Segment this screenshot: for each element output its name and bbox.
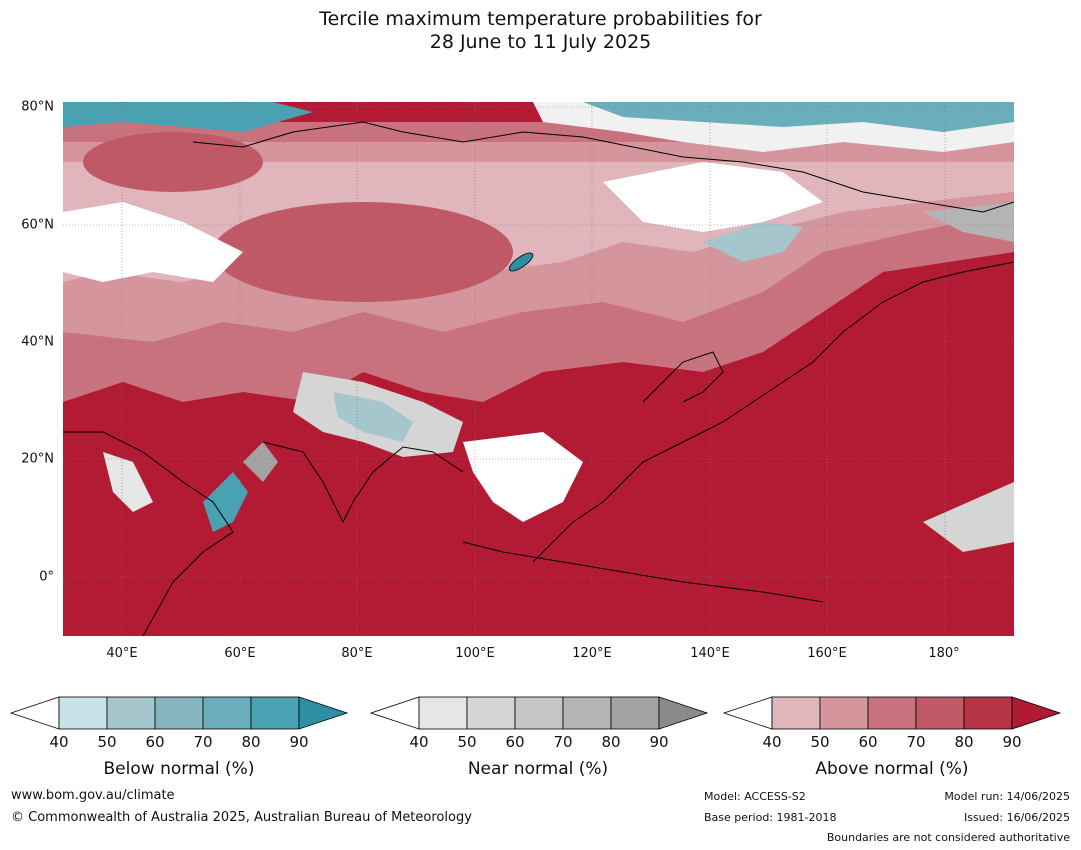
map-title: Tercile maximum temperature probabilitie… [0, 8, 1081, 54]
colorbar-below-max-arrow [298, 696, 349, 730]
near-colorbar-segment [466, 696, 516, 730]
colorbar-above-max-arrow [1011, 696, 1062, 730]
near-normal-label: Near normal (%) [467, 759, 609, 779]
below-tick-60: 60 [145, 733, 165, 751]
lat-label-20n: 20°N [21, 451, 54, 467]
copyright-text: © Commonwealth of Australia 2025, Austra… [11, 810, 472, 825]
colorbar-below-svg [9, 696, 349, 730]
colorbar-below-min-arrow [9, 696, 60, 730]
above-tick-70: 70 [906, 733, 926, 751]
west-siberia-white-zone [63, 202, 243, 282]
near-tick-50: 50 [457, 733, 477, 751]
issued-text: Issued: 16/06/2025 [963, 811, 1070, 824]
below-colorbar-segment [58, 696, 108, 730]
lon-label-80e: 80°E [341, 646, 373, 661]
above-colorbar-segment [963, 696, 1013, 730]
okhotsk-below-normal [703, 222, 803, 262]
bering-near-normal [923, 202, 1014, 242]
website-link[interactable]: www.bom.gov.au/climate [11, 788, 175, 803]
lon-label-140e: 140°E [690, 646, 730, 661]
near-colorbar-segment [562, 696, 612, 730]
coastlines [63, 121, 1014, 636]
disclaimer-text: Boundaries are not considered authoritat… [826, 831, 1070, 844]
colorbar-below-segments [58, 696, 300, 730]
near-tick-40: 40 [409, 733, 429, 751]
lat-label-0: 0° [39, 569, 54, 585]
colorbar-near-max-arrow [658, 696, 709, 730]
lat-label-60n: 60°N [21, 217, 54, 233]
arctic-below-normal [63, 102, 313, 132]
below-tick-50: 50 [97, 733, 117, 751]
lat-label-40n: 40°N [21, 334, 54, 350]
colorbar-near-normal [369, 696, 709, 730]
lon-label-100e: 100°E [455, 646, 495, 661]
above-tick-80: 80 [954, 733, 974, 751]
model-run-text: Model run: 14/06/2025 [944, 790, 1070, 803]
colorbar-above-normal [722, 696, 1062, 730]
colorbar-below-normal [9, 696, 349, 730]
above-tick-90: 90 [1002, 733, 1022, 751]
near-colorbar-segment [610, 696, 660, 730]
arctic-below-normal-east [583, 102, 1014, 132]
indochina-white-zone [463, 432, 583, 522]
near-tick-60: 60 [505, 733, 525, 751]
near-tick-90: 90 [649, 733, 669, 751]
lon-label-60e: 60°E [224, 646, 256, 661]
below-tick-40: 40 [49, 733, 69, 751]
above-tick-60: 60 [858, 733, 878, 751]
colorbar-near-min-arrow [369, 696, 420, 730]
colorbar-near-svg [369, 696, 709, 730]
colorbar-above-segments [771, 696, 1013, 730]
lake-baikal [508, 252, 534, 272]
below-colorbar-segment [250, 696, 300, 730]
arabian-sea-below-normal [203, 472, 248, 532]
arabian-sea-near-normal [243, 442, 278, 482]
model-text: Model: ACCESS-S2 [704, 790, 806, 803]
below-normal-label: Below normal (%) [103, 759, 255, 779]
above-tick-40: 40 [762, 733, 782, 751]
above-normal-label: Above normal (%) [815, 759, 969, 779]
above-colorbar-segment [771, 696, 821, 730]
above-tick-50: 50 [810, 733, 830, 751]
colorbar-above-svg [722, 696, 1062, 730]
colorbar-above-min-arrow [722, 696, 773, 730]
lon-label-180: 180° [928, 646, 960, 661]
below-tick-70: 70 [193, 733, 213, 751]
near-tick-70: 70 [553, 733, 573, 751]
lon-label-120e: 120°E [572, 646, 612, 661]
tibet-below-normal [333, 392, 413, 442]
near-tick-80: 80 [601, 733, 621, 751]
east-siberia-white-zone [603, 162, 823, 232]
below-tick-90: 90 [289, 733, 309, 751]
above-colorbar-segment [867, 696, 917, 730]
near-colorbar-segment [514, 696, 564, 730]
below-colorbar-segment [202, 696, 252, 730]
base-period-text: Base period: 1981-2018 [704, 811, 837, 824]
lat-label-80n: 80°N [21, 99, 54, 115]
title-line-2: 28 June to 11 July 2025 [429, 31, 652, 53]
above-colorbar-segment [819, 696, 869, 730]
title-line-1: Tercile maximum temperature probabilitie… [319, 8, 762, 30]
colorbar-near-segments [418, 696, 660, 730]
scandinavia-warm-patch [83, 132, 263, 192]
lon-label-40e: 40°E [106, 646, 138, 661]
above-colorbar-segment [915, 696, 965, 730]
below-colorbar-segment [106, 696, 156, 730]
map-canvas [63, 102, 1014, 636]
lon-label-160e: 160°E [807, 646, 847, 661]
below-colorbar-segment [154, 696, 204, 730]
red-sea-light-zone [103, 452, 153, 512]
near-colorbar-segment [418, 696, 468, 730]
below-tick-80: 80 [241, 733, 261, 751]
siberia-warm-patch [213, 202, 513, 302]
graticule [63, 102, 1014, 636]
central-pacific-near-normal [923, 482, 1014, 552]
probability-map [63, 102, 1014, 636]
